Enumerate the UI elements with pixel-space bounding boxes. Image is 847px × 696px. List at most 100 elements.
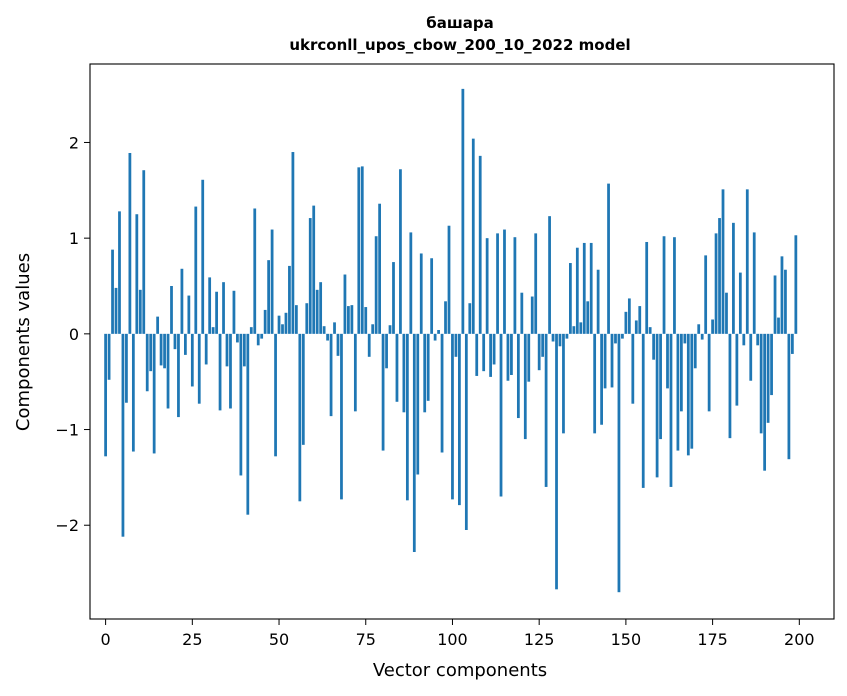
bar-188 <box>756 333 760 346</box>
bar-173 <box>704 255 708 334</box>
bar-110 <box>485 238 489 334</box>
bar-197 <box>787 333 791 460</box>
bar-29 <box>204 333 208 365</box>
bar-166 <box>680 333 683 412</box>
bar-63 <box>322 326 326 334</box>
bar-95 <box>433 333 437 341</box>
bar-154 <box>638 306 642 334</box>
bar-93 <box>426 333 430 401</box>
y-tick-label: 2 <box>69 133 79 152</box>
bar-142 <box>596 269 600 334</box>
bar-3 <box>114 287 118 334</box>
x-tick-label: 50 <box>269 630 289 649</box>
bar-157 <box>648 327 652 334</box>
bar-177 <box>718 218 721 334</box>
bar-107 <box>475 333 479 376</box>
y-axis-label: Components values <box>13 253 34 431</box>
bar-31 <box>211 327 215 334</box>
bar-181 <box>732 222 735 334</box>
bar-2 <box>111 249 114 334</box>
y-tick-label: −2 <box>55 516 79 535</box>
bar-135 <box>572 326 576 334</box>
x-tick-label: 25 <box>182 630 202 649</box>
bar-91 <box>419 253 423 334</box>
x-tick-label: 75 <box>356 630 376 649</box>
bar-128 <box>548 216 551 334</box>
bar-42 <box>249 327 253 334</box>
bar-178 <box>721 189 725 334</box>
x-tick-label: 125 <box>524 630 555 649</box>
bar-192 <box>770 333 773 396</box>
bar-59 <box>308 218 312 334</box>
bar-27 <box>197 333 201 404</box>
bar-12 <box>145 333 149 392</box>
bar-190 <box>763 333 767 471</box>
bar-168 <box>686 333 690 456</box>
bar-86 <box>402 333 406 413</box>
y-tick-label: 0 <box>69 325 79 344</box>
bar-68 <box>340 333 343 500</box>
bar-156 <box>645 241 649 334</box>
bar-143 <box>600 333 603 425</box>
bar-114 <box>499 333 503 497</box>
plot-area-frame <box>89 63 835 620</box>
bar-193 <box>773 275 777 334</box>
bar-56 <box>298 333 302 502</box>
bar-118 <box>513 237 517 334</box>
bar-182 <box>735 333 739 406</box>
x-tick-label: 175 <box>697 630 728 649</box>
bar-32 <box>215 291 218 334</box>
chart-title-line-1: башара <box>426 14 494 32</box>
bar-153 <box>634 320 638 334</box>
bar-132 <box>562 333 565 434</box>
bar-136 <box>575 247 579 334</box>
bar-35 <box>225 333 229 367</box>
bar-5 <box>121 333 125 537</box>
x-tick-label: 150 <box>611 630 642 649</box>
bar-80 <box>381 333 385 451</box>
bar-90 <box>416 333 420 475</box>
bar-127 <box>544 333 548 487</box>
bar-9 <box>135 214 139 334</box>
bar-189 <box>759 333 763 434</box>
bar-134 <box>569 263 572 334</box>
bar-191 <box>766 333 770 423</box>
bar-36 <box>229 333 232 409</box>
bar-30 <box>208 277 212 334</box>
bar-57 <box>301 333 305 445</box>
bar-117 <box>510 333 513 375</box>
bar-104 <box>464 333 468 530</box>
bar-20 <box>173 333 177 350</box>
bar-109 <box>482 333 486 372</box>
bar-25 <box>190 333 194 387</box>
bar-67 <box>336 333 340 356</box>
bar-164 <box>673 237 676 334</box>
bar-121 <box>523 333 527 440</box>
x-tick-label: 0 <box>101 630 111 649</box>
bar-147 <box>614 333 617 344</box>
bar-126 <box>541 333 545 357</box>
bar-85 <box>399 169 402 334</box>
bar-73 <box>357 167 361 334</box>
bar-149 <box>621 333 624 339</box>
bar-82 <box>388 325 392 334</box>
bar-34 <box>222 282 225 334</box>
bar-92 <box>423 333 427 413</box>
bar-64 <box>326 333 329 341</box>
bar-141 <box>593 333 597 434</box>
bar-94 <box>430 258 434 334</box>
bar-163 <box>669 333 673 487</box>
bar-39 <box>239 333 243 476</box>
bar-122 <box>527 333 531 382</box>
bar-102 <box>458 333 461 506</box>
bar-159 <box>655 333 659 478</box>
bar-84 <box>395 333 399 402</box>
bar-52 <box>284 312 288 334</box>
bar-46 <box>263 309 267 334</box>
bar-172 <box>700 333 704 340</box>
bar-148 <box>617 333 621 593</box>
bar-75 <box>364 307 368 334</box>
bar-145 <box>607 183 610 334</box>
bar-17 <box>163 333 166 369</box>
bar-119 <box>516 333 520 419</box>
